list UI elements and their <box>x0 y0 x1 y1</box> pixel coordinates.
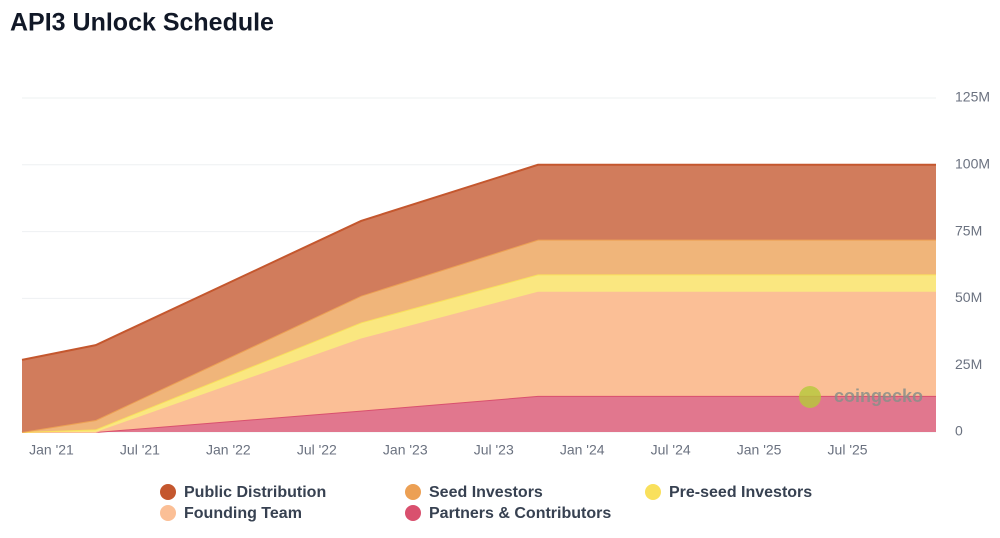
x-tick-label: Jul '25 <box>828 442 868 458</box>
x-tick-label: Jul '21 <box>120 442 160 458</box>
watermark: coingecko <box>834 386 923 406</box>
y-tick-label: 100M <box>955 156 990 172</box>
legend-marker <box>405 484 421 500</box>
legend-label: Public Distribution <box>184 484 326 501</box>
y-tick-label: 125M <box>955 89 990 105</box>
x-tick-label: Jan '24 <box>560 442 605 458</box>
x-tick-label: Jan '21 <box>29 442 74 458</box>
area-line <box>21 163 936 361</box>
x-tick-label: Jan '23 <box>383 442 428 458</box>
legend-label: Seed Investors <box>429 484 543 501</box>
legend-label: Partners & Contributors <box>429 505 611 522</box>
chart-title: API3 Unlock Schedule <box>10 9 274 37</box>
watermark-logo <box>799 386 821 408</box>
legend-label: Pre-seed Investors <box>669 484 812 501</box>
area <box>22 291 936 432</box>
y-tick-label: 25M <box>955 356 982 372</box>
x-tick-label: Jul '22 <box>297 442 337 458</box>
y-tick-label: 50M <box>955 289 982 305</box>
legend-marker <box>405 505 421 521</box>
area <box>22 274 936 432</box>
legend-label: Founding Team <box>184 505 302 522</box>
legend-marker <box>160 484 176 500</box>
area <box>22 164 936 433</box>
legend-marker <box>645 484 661 500</box>
y-tick-label: 0 <box>955 423 963 439</box>
y-tick-label: 75M <box>955 222 982 238</box>
area <box>22 395 936 432</box>
x-tick-label: Jul '24 <box>651 442 691 458</box>
legend-marker <box>160 505 176 521</box>
x-tick-label: Jan '25 <box>737 442 782 458</box>
x-tick-label: Jul '23 <box>474 442 514 458</box>
x-tick-label: Jan '22 <box>206 442 251 458</box>
